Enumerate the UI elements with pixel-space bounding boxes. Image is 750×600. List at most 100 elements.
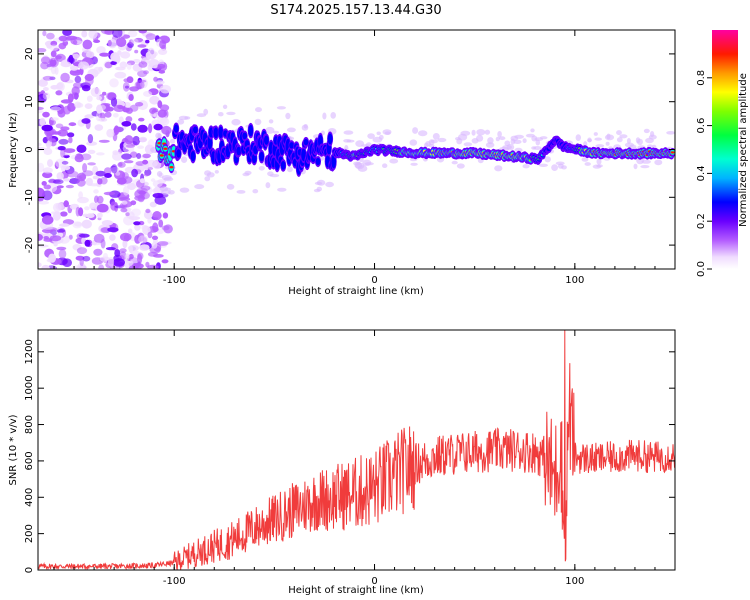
- noise-blob: [100, 238, 106, 249]
- noise-blob: [128, 265, 139, 269]
- noise-blob: [59, 223, 70, 227]
- noise-blob: [47, 159, 53, 168]
- noise-blob: [42, 75, 54, 81]
- y-tick-label: 0: [24, 567, 35, 573]
- noise-blob: [50, 117, 59, 121]
- noise-blob: [116, 37, 127, 48]
- noise-blob: [114, 71, 127, 79]
- noise-blob: [148, 123, 153, 134]
- halo-blob: [255, 107, 262, 113]
- noise-blob: [57, 146, 66, 151]
- band-blob-mid: [303, 138, 309, 146]
- noise-blob: [78, 61, 90, 70]
- noise-blob: [122, 239, 128, 249]
- halo-blob: [367, 133, 375, 140]
- halo-blob: [372, 136, 383, 143]
- y-tick-label: 600: [24, 451, 35, 470]
- noise-blob: [138, 61, 148, 68]
- halo-blob: [538, 163, 548, 167]
- noise-blob: [48, 253, 56, 263]
- noise-blob: [38, 48, 47, 53]
- halo-blob: [596, 158, 602, 165]
- noise-blob: [42, 30, 47, 37]
- noise-blob: [113, 258, 125, 267]
- noise-blob: [38, 191, 45, 198]
- noise-blob: [39, 117, 46, 127]
- noise-blob: [85, 177, 93, 186]
- noise-blob: [100, 227, 110, 233]
- noise-blob: [117, 105, 124, 110]
- colorbar-gradient: [712, 30, 738, 269]
- noise-blob: [58, 138, 69, 145]
- noise-blob: [55, 123, 64, 129]
- noise-blob: [38, 142, 42, 147]
- noise-blob: [46, 140, 51, 150]
- noise-blob: [145, 208, 151, 214]
- halo-blob: [476, 129, 486, 136]
- noise-blob: [104, 61, 113, 69]
- noise-blob: [41, 181, 47, 186]
- noise-blob: [58, 249, 67, 259]
- halo-blob: [633, 163, 638, 170]
- halo-blob: [654, 159, 663, 166]
- x-tick-label: 100: [565, 275, 584, 286]
- halo-blob: [499, 136, 506, 141]
- noise-blob: [91, 242, 102, 246]
- noise-blob: [92, 175, 100, 180]
- noise-blob: [142, 153, 151, 159]
- halo-blob: [666, 131, 675, 135]
- noise-blob: [136, 153, 142, 159]
- noise-blob: [109, 78, 119, 88]
- halo-blob: [606, 133, 611, 140]
- noise-blob: [99, 52, 110, 57]
- noise-blob: [112, 113, 119, 118]
- band-blob-mid: [315, 158, 321, 166]
- halo-blob: [343, 130, 354, 135]
- noise-blob: [81, 30, 88, 38]
- noise-blob: [41, 215, 54, 225]
- noise-blob: [43, 87, 49, 91]
- noise-blob: [127, 228, 133, 234]
- noise-blob: [58, 35, 68, 42]
- noise-blob: [60, 72, 70, 83]
- halo-blob: [355, 140, 365, 148]
- halo-blob: [169, 138, 176, 144]
- noise-blob: [60, 126, 70, 131]
- y-tick-label: 0: [24, 146, 35, 152]
- noise-blob: [159, 117, 170, 126]
- halo-blob: [513, 139, 522, 144]
- noise-blob: [42, 111, 50, 118]
- noise-blob: [162, 212, 169, 219]
- halo-blob: [605, 141, 610, 146]
- band-blob-mid: [289, 142, 294, 149]
- noise-blob: [86, 95, 93, 102]
- noise-blob: [161, 125, 172, 135]
- halo-blob: [409, 139, 418, 146]
- noise-blob: [53, 179, 64, 185]
- noise-blob: [122, 82, 130, 92]
- halo-blob: [643, 128, 650, 134]
- noise-blob: [153, 123, 163, 131]
- noise-blob: [103, 191, 116, 196]
- noise-blob: [57, 129, 69, 137]
- noise-blob: [125, 253, 130, 261]
- noise-blob: [145, 39, 150, 44]
- halo-blob: [203, 108, 209, 115]
- band-blob-mid: [259, 151, 264, 162]
- noise-blob: [131, 38, 139, 44]
- noise-blob: [60, 61, 72, 68]
- noise-blob: [138, 117, 145, 122]
- halo-blob: [557, 163, 564, 169]
- noise-blob: [63, 148, 76, 154]
- noise-blob: [128, 94, 134, 101]
- halo-blob: [476, 134, 484, 142]
- noise-blob: [134, 80, 145, 90]
- noise-blob: [38, 262, 42, 268]
- halo-blob: [214, 170, 219, 174]
- noise-blob: [115, 171, 121, 176]
- noise-blob: [48, 57, 59, 68]
- halo-blob: [269, 173, 280, 178]
- halo-blob: [522, 138, 527, 144]
